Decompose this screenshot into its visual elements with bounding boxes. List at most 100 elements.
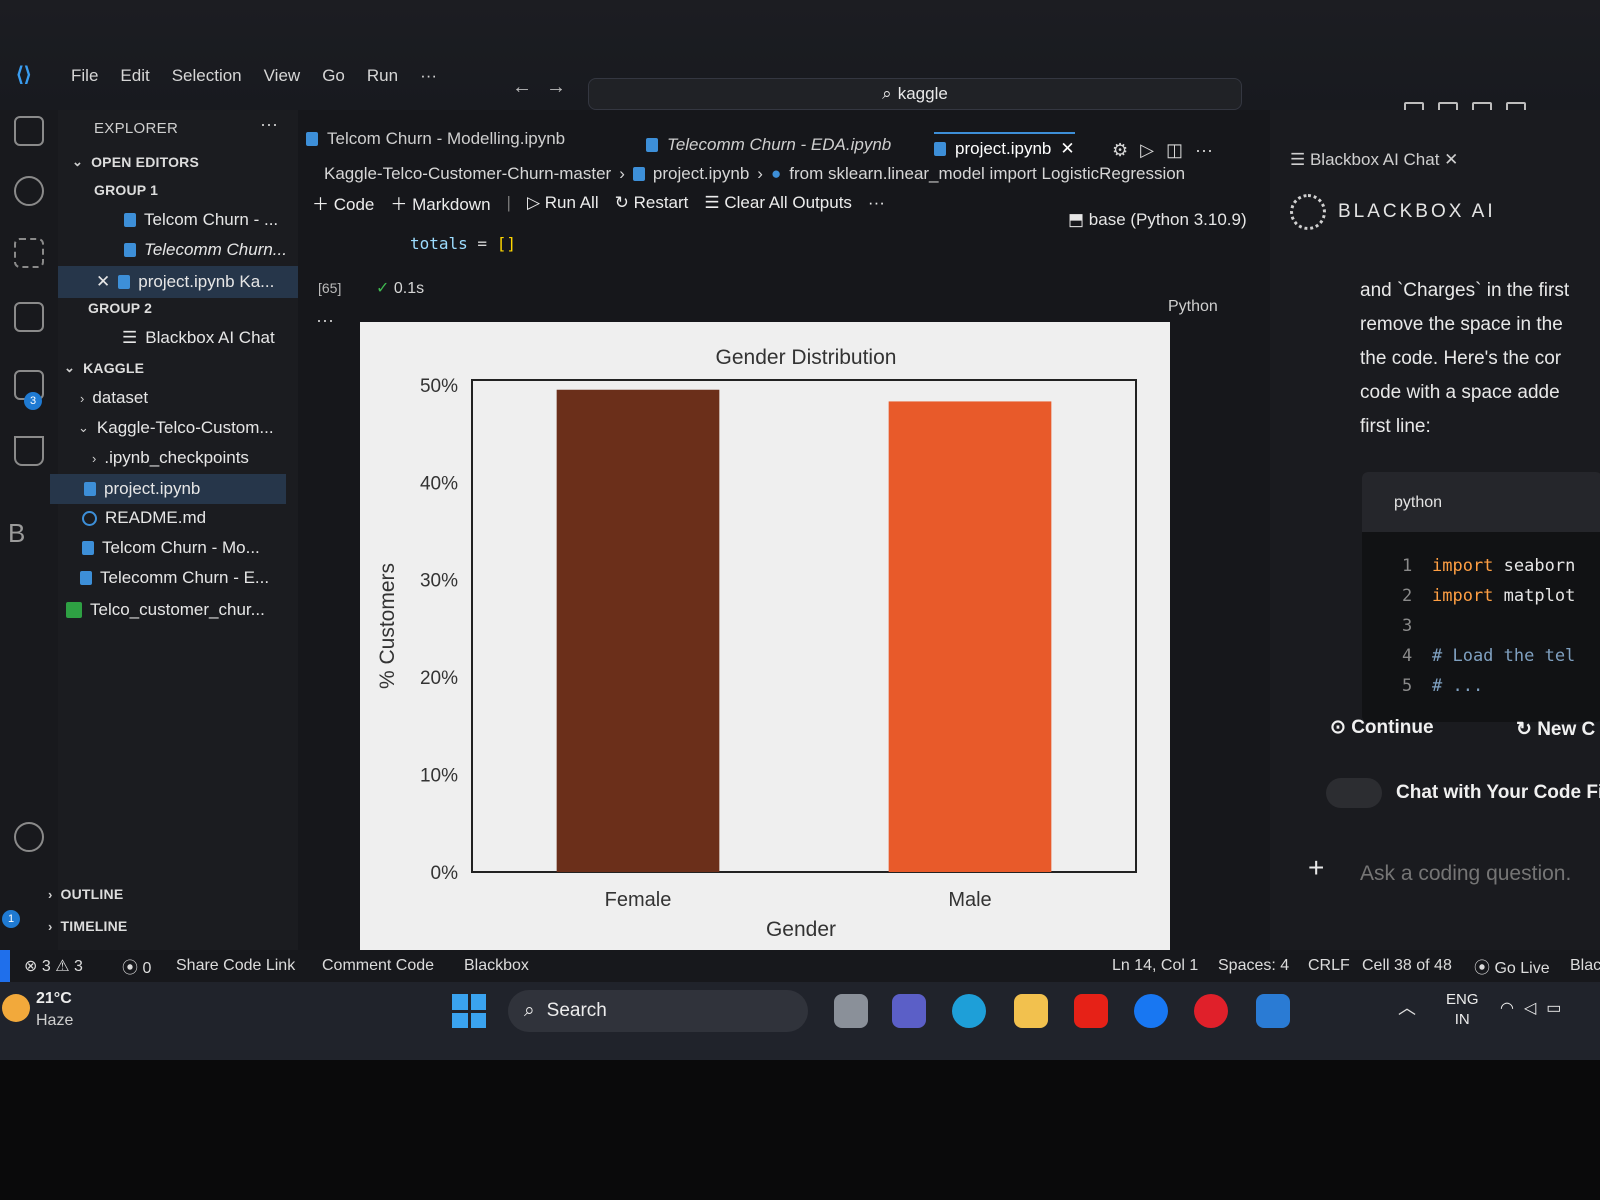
run-icon[interactable]: ▷ bbox=[1140, 140, 1154, 160]
account-icon[interactable] bbox=[14, 822, 44, 852]
kernel-picker[interactable]: ⬒ base (Python 3.10.9) bbox=[1068, 210, 1247, 229]
share-code-link[interactable]: Share Code Link bbox=[176, 957, 296, 974]
tray-overflow-icon[interactable]: ︿ bbox=[1398, 998, 1416, 1018]
facebook-icon[interactable] bbox=[1134, 994, 1168, 1028]
timeline-header[interactable]: › TIMELINE bbox=[48, 918, 128, 934]
cursor-position[interactable]: Ln 14, Col 1 bbox=[1112, 957, 1199, 974]
weather-sun-icon[interactable] bbox=[2, 994, 30, 1022]
meet-icon[interactable] bbox=[892, 994, 926, 1028]
menu-file[interactable]: File bbox=[71, 66, 99, 85]
continue-button[interactable]: ⊙ Continue bbox=[1330, 717, 1434, 738]
file-telecomm-churn-eda[interactable]: Telecomm Churn - E... bbox=[80, 568, 269, 588]
edge-icon[interactable] bbox=[952, 994, 986, 1028]
explorer-files-icon[interactable] bbox=[14, 116, 44, 146]
open-editor-telecomm-churn[interactable]: Telecomm Churn... bbox=[124, 240, 287, 260]
clear-all-outputs-button[interactable]: ☰ Clear All Outputs bbox=[704, 192, 852, 212]
line-endings[interactable]: CRLF bbox=[1308, 957, 1350, 974]
menu-view[interactable]: View bbox=[263, 66, 301, 85]
folder-ipynb-checkpoints[interactable]: › .ipynb_checkpoints bbox=[92, 448, 249, 467]
gear-icon[interactable]: ⚙ bbox=[1112, 140, 1129, 160]
blackbox-status-right[interactable]: Blac bbox=[1570, 957, 1600, 974]
weather-temperature[interactable]: 21°C bbox=[36, 990, 72, 1007]
menu-edit[interactable]: Edit bbox=[120, 66, 150, 85]
tab-telcom-churn-modelling[interactable]: Telcom Churn - Modelling.ipynb bbox=[306, 124, 565, 154]
open-editor-project[interactable]: ✕ project.ipynb Ka... bbox=[58, 266, 298, 298]
close-icon[interactable]: ✕ bbox=[1439, 150, 1459, 169]
problems-status[interactable]: ⊗ 3 ⚠ 3 bbox=[24, 958, 83, 975]
remote-indicator[interactable] bbox=[0, 950, 10, 982]
source-control-icon[interactable] bbox=[14, 238, 44, 268]
new-chat-button[interactable]: ↻ New C bbox=[1516, 719, 1596, 740]
menu-more[interactable]: ··· bbox=[420, 66, 438, 85]
restart-button[interactable]: ↻ Restart bbox=[614, 192, 689, 212]
blackbox-b-icon[interactable]: B bbox=[8, 518, 26, 548]
testing-flask-icon[interactable] bbox=[14, 436, 44, 466]
output-more-icon[interactable]: ··· bbox=[316, 310, 334, 330]
task-view-icon[interactable] bbox=[834, 994, 868, 1028]
taskbar-search[interactable]: ⌕ Search bbox=[508, 990, 808, 1032]
open-editor-telcom-churn[interactable]: Telcom Churn - ... bbox=[124, 210, 278, 230]
tab-project-ipynb[interactable]: project.ipynb ✕ bbox=[934, 132, 1075, 162]
blackbox-chat-tab[interactable]: ☰ Blackbox AI Chat ✕ bbox=[1290, 150, 1459, 169]
group1-header[interactable]: GROUP 1 bbox=[94, 182, 159, 198]
close-icon[interactable]: ✕ bbox=[96, 272, 111, 291]
search-view-icon[interactable] bbox=[14, 176, 44, 206]
vscode-taskbar-icon[interactable] bbox=[1256, 994, 1290, 1028]
go-live-button[interactable]: ⦿ Go Live bbox=[1474, 960, 1550, 977]
indentation[interactable]: Spaces: 4 bbox=[1218, 957, 1290, 974]
youtube-icon[interactable] bbox=[1074, 994, 1108, 1028]
back-arrow-icon[interactable]: ← bbox=[512, 76, 546, 98]
file-project-ipynb[interactable]: project.ipynb bbox=[50, 474, 286, 504]
run-all-button[interactable]: ▷ Run All bbox=[526, 192, 599, 212]
split-editor-icon[interactable]: ◫ bbox=[1165, 140, 1183, 160]
file-explorer-icon[interactable] bbox=[1014, 994, 1048, 1028]
cell-language[interactable]: Python bbox=[1168, 298, 1218, 315]
x-tick-label: Female bbox=[605, 889, 672, 911]
blackbox-status[interactable]: Blackbox bbox=[464, 957, 529, 974]
open-editor-blackbox-chat[interactable]: ☰ Blackbox AI Chat bbox=[122, 328, 275, 347]
code-line[interactable]: totals = [] bbox=[410, 234, 516, 253]
forward-arrow-icon[interactable]: → bbox=[546, 76, 580, 98]
chat-list-icon: ☰ bbox=[122, 328, 138, 347]
open-editors-header[interactable]: ⌄ OPEN EDITORS bbox=[72, 154, 200, 170]
kaggle-folder-header[interactable]: ⌄ KAGGLE bbox=[64, 360, 145, 376]
breadcrumb-folder[interactable]: Kaggle-Telco-Customer-Churn-master bbox=[324, 164, 612, 183]
toolbar-more-button[interactable]: ··· bbox=[867, 192, 885, 212]
add-code-button[interactable]: ＋ Code bbox=[312, 195, 375, 214]
ask-question-input[interactable] bbox=[1360, 862, 1600, 886]
status-bar: ⊗ 3 ⚠ 3 ⦿ 0 Share Code Link Comment Code… bbox=[0, 950, 1600, 982]
menu-selection[interactable]: Selection bbox=[171, 66, 242, 85]
folder-dataset[interactable]: › dataset bbox=[80, 388, 149, 407]
folder-kaggle-telco[interactable]: ⌄ Kaggle-Telco-Custom... bbox=[78, 418, 274, 437]
ports-status[interactable]: ⦿ 0 bbox=[122, 960, 152, 977]
file-telco-customer-csv[interactable]: Telco_customer_chur... bbox=[66, 600, 265, 620]
tray-icons[interactable]: ◠◁▭ bbox=[1500, 998, 1571, 1018]
add-markdown-button[interactable]: ＋ Markdown bbox=[390, 195, 491, 214]
weather-description[interactable]: Haze bbox=[36, 1012, 74, 1029]
file-readme[interactable]: README.md bbox=[82, 508, 206, 528]
tab-telecomm-churn-eda[interactable]: Telecomm Churn - EDA.ipynb bbox=[646, 130, 891, 160]
breadcrumb-symbol[interactable]: from sklearn.linear_model import Logisti… bbox=[789, 164, 1186, 183]
windows-start-icon[interactable] bbox=[452, 994, 486, 1028]
y-tick-label: 30% bbox=[420, 571, 458, 592]
breadcrumb-file[interactable]: project.ipynb bbox=[652, 164, 750, 183]
outline-header[interactable]: › OUTLINE bbox=[48, 886, 124, 902]
close-tab-icon[interactable]: ✕ bbox=[1060, 139, 1075, 158]
toolbar-divider: | bbox=[506, 192, 511, 212]
menu-go[interactable]: Go bbox=[322, 66, 345, 85]
cell-position[interactable]: Cell 38 of 48 bbox=[1362, 957, 1452, 974]
file-telcom-churn-modelling[interactable]: Telcom Churn - Mo... bbox=[82, 538, 260, 558]
run-debug-icon[interactable] bbox=[14, 302, 44, 332]
input-language[interactable]: ENG IN bbox=[1446, 991, 1479, 1028]
opera-icon[interactable] bbox=[1194, 994, 1228, 1028]
group2-header[interactable]: GROUP 2 bbox=[88, 300, 153, 316]
command-center-search[interactable]: ⌕ kaggle bbox=[588, 78, 1242, 110]
comment-code[interactable]: Comment Code bbox=[322, 957, 435, 974]
chat-line: code with a space adde bbox=[1360, 382, 1560, 403]
add-context-button[interactable]: + bbox=[1308, 852, 1325, 883]
chevron-right-icon: › bbox=[92, 450, 97, 466]
chat-with-code-toggle[interactable] bbox=[1326, 778, 1382, 808]
explorer-more-button[interactable]: ··· bbox=[260, 114, 278, 134]
more-actions-icon[interactable]: ··· bbox=[1195, 140, 1213, 160]
menu-run[interactable]: Run bbox=[366, 66, 399, 85]
